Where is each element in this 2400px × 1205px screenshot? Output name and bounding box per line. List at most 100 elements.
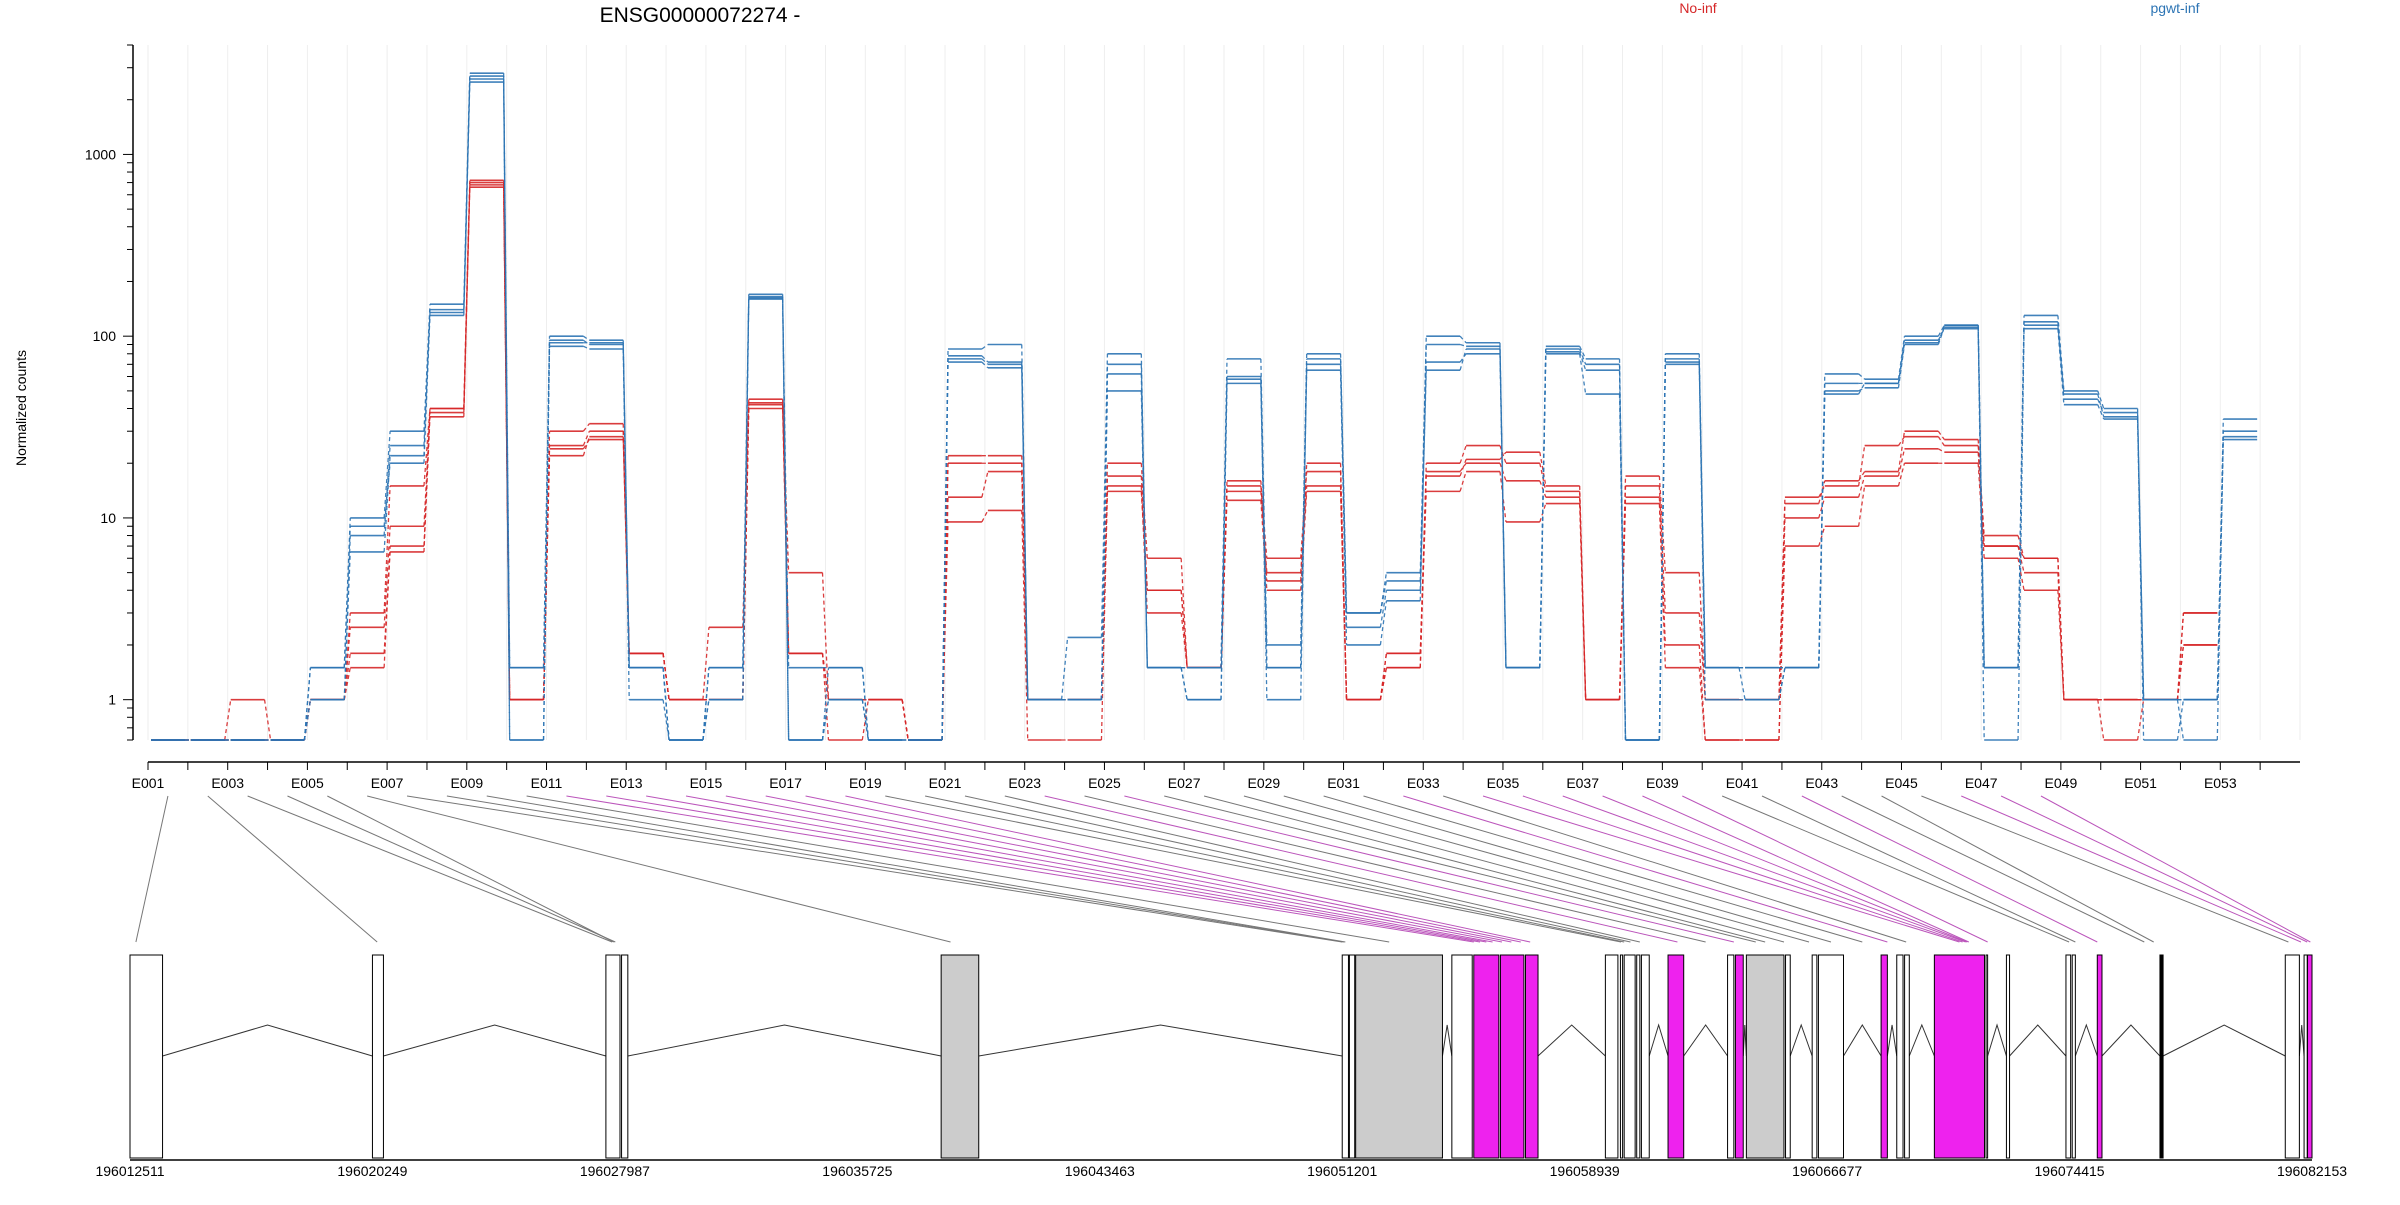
- y-tick-label: 100: [93, 328, 117, 344]
- x-tick-label: E019: [849, 775, 882, 791]
- exon-box: [1348, 954, 1356, 1159]
- genome-tick-label: 196035725: [822, 1163, 892, 1179]
- y-tick-label: 1000: [85, 146, 116, 162]
- exon-box: [2065, 954, 2072, 1159]
- x-tick-label: E001: [132, 775, 165, 791]
- intron-line: [383, 1024, 607, 1057]
- exon-link-line: [1323, 795, 1832, 943]
- exon-link-line: [1403, 795, 1888, 943]
- x-tick-label: E027: [1168, 775, 1201, 791]
- intron-line: [1908, 1023, 1935, 1057]
- replicate-step-line: [151, 75, 2258, 741]
- exon-link-line: [845, 795, 1531, 943]
- exon-link-line: [327, 795, 614, 943]
- exon-box: [621, 954, 629, 1159]
- exon-box: [1985, 954, 1989, 1159]
- exon-link-line: [1642, 795, 1970, 943]
- exon-box: [1623, 954, 1636, 1159]
- genome-tick-label: 196043463: [1065, 1163, 1135, 1179]
- exon-link-line: [486, 795, 1346, 943]
- exon-box: [1904, 954, 1910, 1159]
- intron-line: [1742, 1024, 1747, 1057]
- exon-link-line: [1482, 795, 1960, 943]
- x-tick-label: E037: [1566, 775, 1599, 791]
- exon-link-line: [566, 795, 1474, 943]
- exon-box: [1811, 954, 1818, 1159]
- x-tick-label: E023: [1008, 775, 1041, 791]
- y-tick-label: 10: [100, 510, 116, 526]
- exon-link-line: [1283, 795, 1810, 943]
- replicate-transition-line: [184, 76, 2224, 741]
- exon-link-line: [1004, 795, 1640, 943]
- intron-line: [2074, 1023, 2098, 1057]
- exon-link-line: [446, 795, 1344, 943]
- replicate-transition-line: [184, 73, 2224, 741]
- chart-title: ENSG00000072274 -: [600, 4, 801, 27]
- intron-line: [1683, 1024, 1728, 1057]
- exon-link-line: [1124, 795, 1734, 943]
- exon-link-line: [1443, 795, 1907, 943]
- exon-link-line: [1841, 795, 2145, 943]
- exon-box: [1727, 954, 1735, 1159]
- exon-link-line: [135, 795, 169, 943]
- exon-box: [1817, 954, 1844, 1159]
- exon-box: [2005, 954, 2011, 1159]
- x-tick-label: E039: [1646, 775, 1679, 791]
- x-tick-label: E009: [450, 775, 483, 791]
- exon-link-line: [1243, 795, 1785, 943]
- intron-line: [627, 1024, 942, 1057]
- genome-tick-label: 196051201: [1307, 1163, 1377, 1179]
- exon-box: [1933, 954, 1985, 1159]
- exon-link-line: [725, 795, 1503, 943]
- exon-link-line: [1721, 795, 2070, 943]
- intron-line: [1648, 1023, 1669, 1057]
- exon-box: [1880, 954, 1888, 1159]
- y-tick-label: 1: [108, 692, 116, 708]
- exon-link-line: [964, 795, 1631, 943]
- x-tick-label: E007: [371, 775, 404, 791]
- exon-box: [2159, 954, 2164, 1159]
- exon-link-line: [1602, 795, 1968, 943]
- x-tick-label: E041: [1726, 775, 1759, 791]
- genome-tick-label: 196066677: [1792, 1163, 1862, 1179]
- x-tick-label: E011: [531, 775, 563, 791]
- legend-label-pgwt-inf: pgwt-inf: [2150, 0, 2199, 16]
- genome-tick-label: 196020249: [337, 1163, 407, 1179]
- intron-line: [1843, 1024, 1882, 1057]
- exon-box: [2284, 954, 2300, 1159]
- x-tick-label: E045: [1885, 775, 1918, 791]
- plot-layer: 1 10 100 1000 E001 E003 E005 E007 E009 E011 E013 E0…: [85, 44, 2347, 1179]
- exon-link-line: [2000, 795, 2308, 943]
- exon-box: [1524, 954, 1539, 1159]
- exon-box: [1451, 954, 1473, 1159]
- exon-link-line: [1961, 795, 2302, 943]
- intron-line: [2298, 1024, 2305, 1057]
- exon-link-line: [1761, 795, 2076, 943]
- intron-line: [1537, 1024, 1606, 1057]
- x-tick-label: E043: [1805, 775, 1838, 791]
- exon-link-line: [805, 795, 1521, 943]
- exon-box: [2096, 954, 2103, 1159]
- x-tick-label: E003: [211, 775, 244, 791]
- exon-link-line: [1801, 795, 2098, 943]
- x-tick-label: E029: [1248, 775, 1281, 791]
- x-tick-label: E047: [1965, 775, 1998, 791]
- x-tick-label: E033: [1407, 775, 1440, 791]
- exon-box: [1745, 954, 1785, 1159]
- exon-box: [1785, 954, 1791, 1159]
- exon-link-line: [606, 795, 1481, 943]
- intron-line: [1987, 1023, 2007, 1057]
- exon-box: [1341, 954, 1349, 1159]
- intron-line: [2009, 1024, 2067, 1057]
- exon-box: [1667, 954, 1685, 1159]
- exon-box: [940, 954, 980, 1159]
- intron-line: [162, 1024, 373, 1057]
- x-tick-label: E053: [2204, 775, 2237, 791]
- exon-box: [1355, 954, 1443, 1159]
- x-tick-label: E051: [2124, 775, 2157, 791]
- exon-link-line: [1084, 795, 1706, 943]
- exon-box: [129, 954, 164, 1159]
- exon-link-line: [765, 795, 1512, 943]
